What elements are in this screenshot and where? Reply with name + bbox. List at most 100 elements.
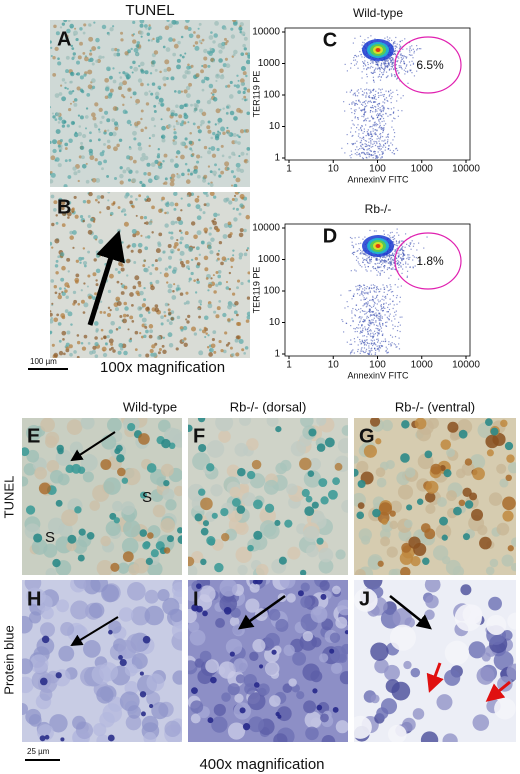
- cell: [96, 559, 114, 575]
- event: [383, 124, 385, 127]
- event: [391, 258, 394, 261]
- event: [363, 351, 365, 354]
- cell: [142, 264, 146, 268]
- event: [361, 125, 363, 127]
- cell: [61, 223, 66, 228]
- cell: [268, 608, 281, 621]
- event: [385, 260, 388, 262]
- panel-label: F: [193, 425, 205, 447]
- cell: [159, 162, 163, 166]
- event: [381, 66, 383, 68]
- cell: [58, 287, 62, 291]
- cell: [112, 106, 118, 111]
- event: [384, 260, 386, 263]
- event: [365, 118, 367, 120]
- event: [389, 284, 391, 286]
- event: [363, 253, 365, 255]
- cell: [464, 500, 474, 509]
- event: [359, 35, 362, 37]
- event: [396, 77, 399, 79]
- event: [373, 230, 376, 232]
- event: [387, 140, 389, 143]
- event: [370, 65, 372, 68]
- cell: [102, 352, 108, 358]
- cell: [171, 251, 174, 254]
- cell: [316, 704, 323, 711]
- cell: [207, 303, 213, 309]
- cell: [318, 547, 334, 563]
- event: [383, 120, 385, 122]
- event: [370, 116, 373, 118]
- cell: [198, 108, 204, 113]
- cell: [227, 84, 231, 88]
- event: [398, 66, 401, 68]
- cell: [166, 20, 170, 22]
- event: [356, 330, 358, 333]
- event: [392, 255, 394, 257]
- cell: [201, 79, 206, 84]
- event: [391, 144, 394, 146]
- event: [394, 118, 396, 120]
- event: [361, 129, 363, 132]
- event: [384, 139, 386, 141]
- cell: [264, 632, 280, 649]
- cell: [171, 621, 182, 640]
- cell: [51, 302, 54, 305]
- cell: [234, 442, 249, 457]
- event: [399, 296, 401, 298]
- event: [404, 38, 406, 40]
- cell: [55, 214, 58, 217]
- cell: [172, 140, 178, 146]
- gate-percent: 1.8%: [416, 254, 444, 268]
- event: [379, 144, 381, 146]
- event: [365, 302, 367, 304]
- cell: [231, 498, 241, 507]
- cell: [25, 505, 36, 515]
- cell: [186, 93, 191, 99]
- cell: [118, 138, 123, 143]
- cell: [104, 86, 110, 92]
- cell: [211, 512, 218, 519]
- event: [360, 139, 363, 142]
- cell: [187, 169, 191, 173]
- event: [381, 258, 383, 261]
- event: [352, 295, 354, 297]
- event: [361, 293, 363, 295]
- cell: [179, 104, 185, 110]
- cell: [177, 248, 180, 252]
- cell: [223, 349, 227, 354]
- cell: [138, 284, 142, 288]
- cell: [308, 458, 322, 471]
- event: [411, 45, 413, 47]
- event: [358, 248, 360, 250]
- x-tick-label: 1000: [411, 164, 434, 175]
- event: [381, 140, 383, 142]
- cell: [76, 340, 81, 345]
- cell: [292, 651, 307, 666]
- event: [386, 311, 388, 313]
- cell: [178, 220, 184, 226]
- event: [353, 338, 356, 340]
- event: [368, 347, 370, 349]
- event: [390, 274, 392, 277]
- event: [362, 253, 364, 255]
- event: [416, 45, 418, 47]
- cell: [215, 228, 220, 233]
- cell: [229, 346, 233, 350]
- cell: [97, 201, 100, 204]
- event: [388, 318, 390, 320]
- cell: [233, 183, 238, 187]
- cell: [89, 139, 92, 143]
- event: [402, 48, 404, 50]
- event: [426, 236, 428, 238]
- cell: [168, 321, 173, 326]
- cell: [403, 660, 412, 670]
- event: [407, 256, 409, 258]
- cell: [154, 304, 159, 308]
- cell: [129, 200, 133, 205]
- event: [359, 154, 361, 156]
- event: [381, 128, 383, 130]
- event: [374, 123, 377, 125]
- cell: [248, 716, 265, 733]
- event: [350, 108, 352, 110]
